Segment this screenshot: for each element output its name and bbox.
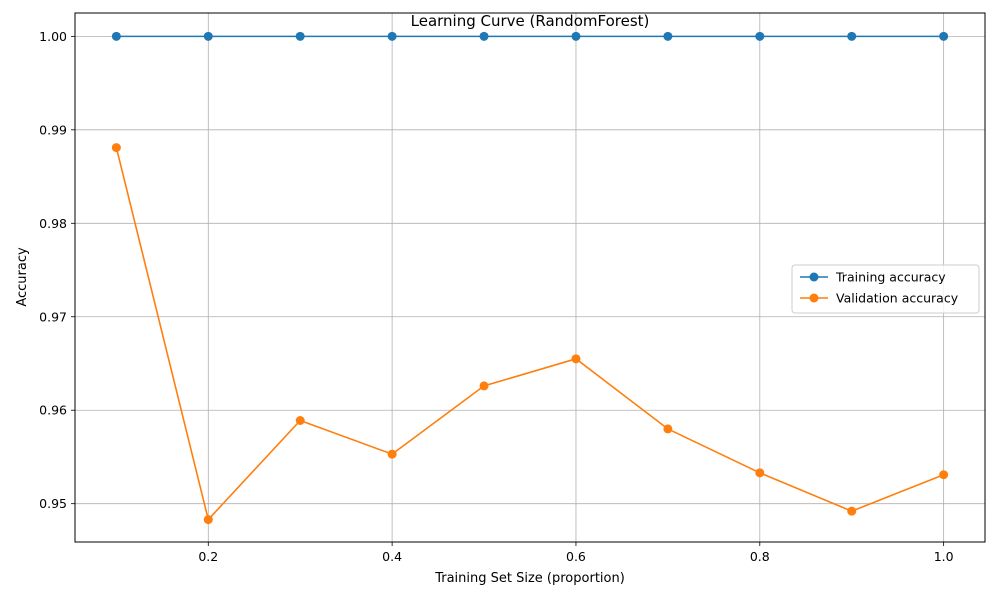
y-tick-label: 0.99 bbox=[39, 122, 67, 137]
data-point-training-accuracy bbox=[847, 31, 857, 41]
data-point-validation-accuracy bbox=[479, 381, 489, 391]
y-tick-label: 0.95 bbox=[39, 496, 67, 511]
data-point-training-accuracy bbox=[203, 31, 213, 41]
legend-marker-training bbox=[809, 272, 819, 282]
x-axis-label: Training Set Size (proportion) bbox=[434, 571, 625, 586]
data-point-training-accuracy bbox=[571, 31, 581, 41]
x-tick-label: 0.2 bbox=[198, 549, 218, 564]
data-point-training-accuracy bbox=[755, 31, 765, 41]
x-axis: 0.2 0.4 0.6 0.8 1.0 bbox=[198, 542, 954, 564]
y-tick-label: 1.00 bbox=[39, 29, 67, 44]
x-tick-label: 1.0 bbox=[934, 549, 954, 564]
data-point-validation-accuracy bbox=[755, 468, 765, 478]
data-point-validation-accuracy bbox=[295, 415, 305, 425]
data-point-validation-accuracy bbox=[111, 143, 121, 153]
series-group bbox=[111, 31, 949, 525]
y-tick-label: 0.98 bbox=[39, 216, 67, 231]
series-line-validation-accuracy bbox=[115, 147, 944, 521]
plot-frame bbox=[74, 12, 986, 543]
x-tick-label: 0.6 bbox=[566, 549, 586, 564]
data-point-validation-accuracy bbox=[939, 470, 949, 480]
data-point-training-accuracy bbox=[111, 31, 121, 41]
legend-marker-validation bbox=[809, 293, 819, 303]
legend-label-training: Training accuracy bbox=[835, 270, 946, 285]
data-point-validation-accuracy bbox=[571, 354, 581, 364]
data-point-training-accuracy bbox=[479, 31, 489, 41]
data-point-validation-accuracy bbox=[203, 515, 213, 525]
legend: Training accuracy Validation accuracy bbox=[791, 264, 980, 314]
chart-title: Learning Curve (RandomForest) bbox=[411, 12, 650, 30]
data-point-validation-accuracy bbox=[847, 506, 857, 516]
data-point-training-accuracy bbox=[387, 31, 397, 41]
y-tick-label: 0.97 bbox=[39, 309, 67, 324]
data-point-validation-accuracy bbox=[387, 449, 397, 459]
data-point-training-accuracy bbox=[295, 31, 305, 41]
y-axis: 0.95 0.96 0.97 0.98 0.99 1.00 bbox=[39, 29, 75, 511]
legend-box bbox=[791, 264, 980, 314]
data-point-training-accuracy bbox=[663, 31, 673, 41]
y-axis-label: Accuracy bbox=[15, 247, 30, 307]
y-tick-label: 0.96 bbox=[39, 403, 67, 418]
data-point-training-accuracy bbox=[939, 31, 949, 41]
x-tick-label: 0.4 bbox=[382, 549, 402, 564]
legend-label-validation: Validation accuracy bbox=[836, 291, 959, 306]
x-tick-label: 0.8 bbox=[750, 549, 770, 564]
data-point-validation-accuracy bbox=[663, 424, 673, 434]
